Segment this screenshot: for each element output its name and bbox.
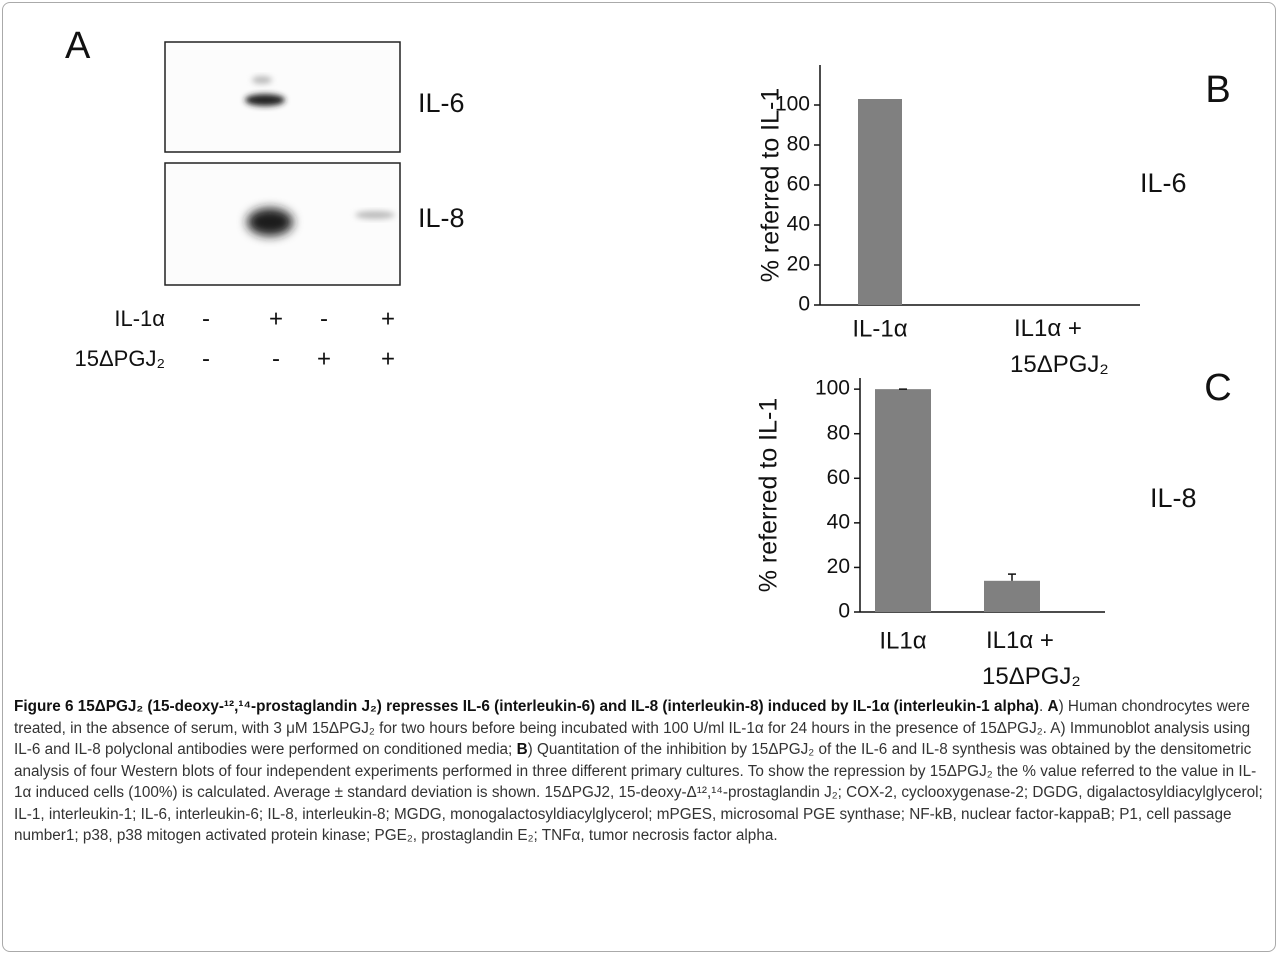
treatment-sign: - bbox=[272, 345, 280, 372]
blot-label: IL-8 bbox=[418, 203, 465, 233]
caption-run: A bbox=[1048, 698, 1059, 715]
row-label: IL-1α bbox=[114, 306, 165, 331]
y-tick-label: 20 bbox=[827, 555, 850, 578]
page: A IL-6 IL-8 IL-1α - + - +15ΔPGJ₂ - - + + B IL-6 % refe… bbox=[0, 0, 1282, 960]
y-tick-label: 0 bbox=[838, 600, 850, 623]
y-tick-label: 0 bbox=[798, 293, 810, 316]
x-tick-label: IL1α + 15ΔPGJ₂ bbox=[1010, 315, 1109, 378]
figure: A IL-6 IL-8 IL-1α - + - +15ΔPGJ₂ - - + + B IL-6 % refe… bbox=[0, 0, 1282, 700]
y-tick-label: 80 bbox=[787, 133, 810, 156]
row-label: 15ΔPGJ₂ bbox=[75, 346, 166, 371]
y-tick-label: 40 bbox=[827, 510, 850, 533]
y-tick-label: 20 bbox=[787, 253, 810, 276]
blot-band bbox=[355, 211, 395, 219]
blot-label: IL-6 bbox=[418, 88, 465, 118]
x-tick-label-line: IL1α + bbox=[1014, 315, 1082, 342]
side-label: IL-6 bbox=[1140, 168, 1187, 198]
x-tick-label-line: IL1α + bbox=[986, 627, 1054, 654]
caption-run: B bbox=[517, 741, 528, 758]
blot-band bbox=[252, 76, 272, 84]
x-tick-label: IL1α bbox=[879, 627, 926, 654]
treatment-sign: + bbox=[381, 345, 395, 372]
side-label: IL-8 bbox=[1150, 483, 1197, 513]
panel-label: B bbox=[1205, 69, 1230, 111]
treatment-sign: - bbox=[202, 345, 210, 372]
treatment-sign: - bbox=[202, 305, 210, 332]
y-tick-label: 80 bbox=[827, 421, 850, 444]
y-tick-label: 40 bbox=[787, 213, 810, 236]
panel-label: C bbox=[1204, 367, 1231, 409]
bar bbox=[984, 581, 1040, 612]
x-tick-label-line: 15ΔPGJ₂ bbox=[982, 663, 1081, 690]
caption-run: Figure 6 15ΔPGJ₂ (15-deoxy-¹²,¹⁴-prostag… bbox=[14, 698, 1039, 715]
treatment-sign: + bbox=[381, 305, 395, 332]
y-tick-label: 60 bbox=[827, 466, 850, 489]
y-tick-label: 100 bbox=[775, 93, 810, 116]
y-axis-label: % referred to IL-1 bbox=[757, 88, 785, 283]
x-tick-label: IL1α + 15ΔPGJ₂ bbox=[982, 627, 1081, 690]
treatment-sign: + bbox=[317, 345, 331, 372]
blot-band bbox=[245, 94, 285, 106]
y-axis-label: % referred to IL-1 bbox=[755, 398, 783, 593]
x-tick-label-line: 15ΔPGJ₂ bbox=[1010, 351, 1109, 378]
bar bbox=[858, 99, 902, 305]
bar bbox=[875, 389, 931, 612]
blot-band bbox=[247, 208, 293, 236]
blot-frame bbox=[165, 42, 400, 152]
x-tick-label: IL-1α bbox=[852, 315, 907, 342]
treatment-sign: - bbox=[320, 305, 328, 332]
y-tick-label: 100 bbox=[815, 377, 850, 400]
panel-label: A bbox=[65, 25, 91, 67]
caption-run: . bbox=[1039, 698, 1048, 715]
treatment-sign: + bbox=[269, 305, 283, 332]
caption: Figure 6 15ΔPGJ₂ (15-deoxy-¹²,¹⁴-prostag… bbox=[14, 696, 1266, 847]
y-tick-label: 60 bbox=[787, 173, 810, 196]
